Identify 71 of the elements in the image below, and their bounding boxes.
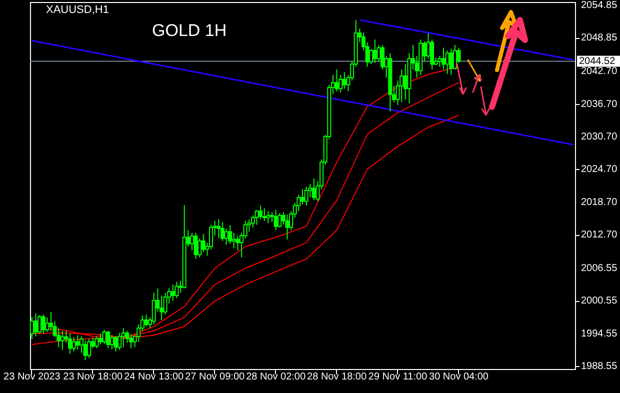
candlestick <box>144 314 148 328</box>
candlestick <box>254 210 259 226</box>
candlestick <box>266 210 270 224</box>
candlestick <box>224 228 228 246</box>
candlestick <box>128 334 133 349</box>
y-tick-label: 2012.70 <box>581 230 618 241</box>
candlestick <box>34 312 38 337</box>
candlestick <box>442 47 446 70</box>
candlestick <box>102 329 106 344</box>
candlestick <box>449 48 454 76</box>
chart-title: XAUUSD,H1 <box>46 4 109 16</box>
x-tick-label: 28 Nov 02:00 <box>246 372 306 382</box>
annotation: GOLD 1H <box>152 21 227 40</box>
candlestick <box>38 314 42 334</box>
candlestick <box>76 334 80 350</box>
candlestick <box>174 281 179 299</box>
y-tick-label: 2030.70 <box>581 131 618 142</box>
x-tick-label: 27 Nov 09:00 <box>185 372 246 382</box>
candlestick <box>258 205 263 220</box>
y-tick-label: 2042.70 <box>581 66 618 78</box>
candlestick <box>98 333 103 345</box>
candlestick <box>94 336 99 349</box>
y-tick-label: 2006.55 <box>581 262 618 274</box>
candlestick <box>121 328 126 348</box>
candlestick <box>228 224 232 244</box>
candlestick <box>312 178 316 201</box>
candlestick <box>201 233 206 252</box>
candlestick <box>68 333 72 354</box>
x-tick-label: 29 Nov 11:00 <box>368 372 428 382</box>
candlestick <box>274 210 278 231</box>
candlestick <box>87 338 92 359</box>
candlestick <box>152 292 156 325</box>
candlestick <box>30 316 34 340</box>
y-tick-label: 2024.70 <box>581 164 618 176</box>
candlestick <box>262 208 266 222</box>
x-tick-label: 23 Nov 2023 <box>4 372 61 382</box>
y-tick-label: 2018.70 <box>581 196 618 208</box>
candlestick <box>304 186 308 206</box>
candlestick <box>438 55 442 68</box>
ref-line-label: 2044.52 <box>579 56 616 68</box>
candlestick <box>236 235 240 251</box>
candlestick <box>194 232 198 260</box>
y-tick-label: 2036.70 <box>581 98 618 110</box>
candlestick <box>342 72 346 90</box>
y-tick-label: 2054.85 <box>581 0 618 11</box>
x-tick-label: 28 Nov 18:00 <box>307 372 367 382</box>
candlestick <box>60 330 64 350</box>
x-tick-label: 30 Nov 04:00 <box>429 372 489 382</box>
candlestick <box>216 218 221 239</box>
candlestick <box>190 232 194 251</box>
y-tick-label: 1988.55 <box>581 361 618 372</box>
candlestick <box>285 214 290 240</box>
candlestick <box>170 284 175 302</box>
candlestick <box>198 238 202 258</box>
candlestick <box>72 336 76 352</box>
y-tick-label: 2000.55 <box>581 296 618 307</box>
y-tick-label: 2048.85 <box>581 32 618 44</box>
candlestick <box>445 50 450 74</box>
candlestick <box>220 221 224 242</box>
candlestick <box>232 232 236 249</box>
candlestick <box>41 314 46 334</box>
x-tick-label: 23 Nov 18:00 <box>63 372 124 382</box>
candlestick <box>106 330 110 349</box>
y-tick-label: 1994.55 <box>581 328 618 340</box>
x-tick-label: 24 Nov 13:00 <box>124 372 184 382</box>
candlestick <box>278 212 282 228</box>
candlestick <box>334 69 339 92</box>
candlestick <box>400 69 404 103</box>
candlestick <box>110 334 114 350</box>
candlestick <box>83 340 88 361</box>
candlestick <box>300 188 304 206</box>
